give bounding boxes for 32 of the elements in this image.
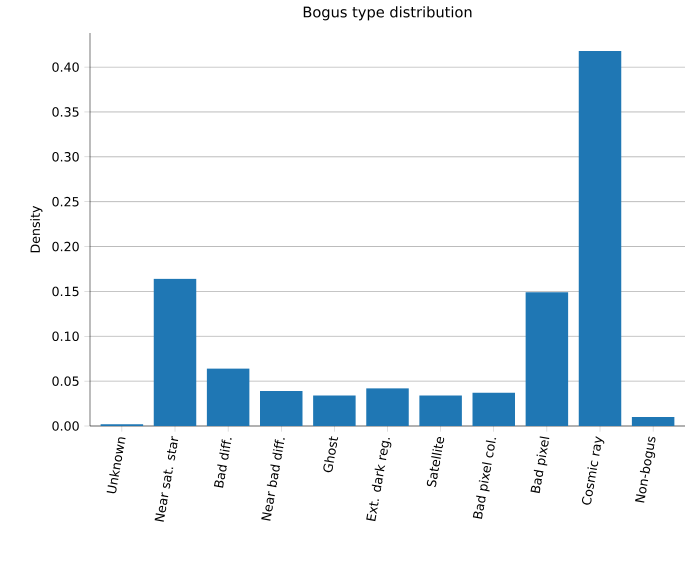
bar [206,368,250,426]
x-tick-label: Bad diff. [214,438,232,488]
chart-title: Bogus type distribution [304,6,472,20]
y-tick-label: 0.15 [52,286,79,296]
y-tick-label: 0.35 [52,107,79,117]
x-tick-label: Unknown [106,437,126,494]
bar [366,388,409,426]
bar [632,417,674,426]
y-tick-label: 0.00 [52,421,79,431]
x-tick-label: Ext. dark reg. [366,438,392,522]
x-tick-label: Near sat. star [154,436,178,522]
y-tick-label: 0.30 [52,152,79,162]
y-tick-label: 0.05 [52,376,79,386]
x-tick-label: Near bad diff. [261,438,285,521]
x-tick-label: Cosmic ray [582,436,604,505]
bar [154,278,196,426]
bar [526,292,568,426]
bar [260,391,302,426]
y-tick-label: 0.10 [52,331,79,342]
bar [472,392,516,426]
x-tick-label: Bad pixel col. [472,438,496,519]
bar [578,50,622,426]
x-tick-label: Bad pixel [530,436,550,494]
bar [313,395,356,426]
x-tick-label: Non-bogus [635,436,656,503]
y-tick-label: 0.40 [52,62,79,72]
x-tick-label: Ghost [323,436,338,472]
bar [419,395,462,426]
y-tick-label: 0.25 [52,196,79,206]
x-tick-label: Satellite [426,437,444,488]
y-tick-label: 0.20 [52,242,79,252]
y-axis-title: Density [30,206,42,252]
